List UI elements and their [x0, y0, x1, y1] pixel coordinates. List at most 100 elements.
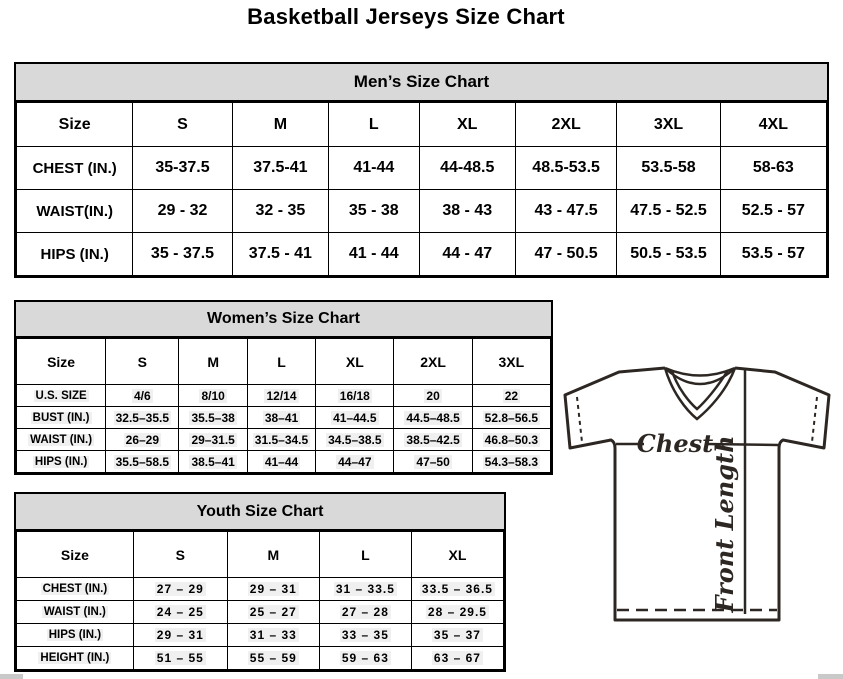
size-value-cell: 53.5-58 [616, 146, 721, 190]
column-header: XL [418, 102, 516, 147]
column-header: S [132, 102, 233, 147]
size-value-cell: 35 – 37 [410, 623, 505, 647]
size-value-cell: 43 - 47.5 [514, 189, 618, 233]
column-header: 3XL [471, 338, 552, 385]
size-value-cell: 38.5–42.5 [393, 428, 473, 451]
column-header: M [231, 102, 330, 147]
column-header: M [178, 338, 248, 385]
size-value-cell: 44–47 [315, 450, 395, 473]
size-value-cell: 38 - 43 [418, 189, 516, 233]
column-header: M [226, 531, 320, 578]
size-value-cell: 33 – 35 [318, 623, 412, 647]
size-value-cell: 38.5–41 [178, 450, 248, 473]
size-value-cell: 33.5 – 36.5 [410, 577, 505, 601]
youth-table-grid: Size S M L XL CHEST (IN.) 27 – 29 29 – 31 31 – 3… [16, 531, 505, 670]
size-value-cell: 12/14 [246, 384, 317, 407]
size-value-cell: 25 – 27 [226, 600, 320, 624]
mens-table-grid: Size S M L XL 2XL 3XL 4XL CHEST (IN.) 35-37.5 37.5… [15, 102, 828, 276]
size-value-cell: 29 – 31 [226, 577, 320, 601]
size-value-cell: 58-63 [719, 146, 828, 190]
size-value-cell: 28 – 29.5 [410, 600, 505, 624]
column-header: Size [15, 338, 107, 385]
row-label: HIPS (IN.) [15, 232, 134, 276]
size-value-cell: 44-48.5 [418, 146, 516, 190]
row-label: WAIST (IN.) [16, 600, 134, 624]
size-value-cell: 41 - 44 [328, 232, 420, 276]
size-value-cell: 20 [393, 384, 473, 407]
size-value-cell: 27 – 28 [318, 600, 412, 624]
row-label: CHEST (IN.) [15, 146, 134, 190]
size-value-cell: 16/18 [315, 384, 395, 407]
size-value-cell: 52.8–56.5 [471, 406, 552, 429]
size-value-cell: 29–31.5 [178, 428, 248, 451]
size-value-cell: 35-37.5 [132, 146, 233, 190]
womens-size-table: Women’s Size Chart Size S M L XL 2XL 3XL U.S. S… [14, 300, 553, 475]
size-value-cell: 29 - 32 [132, 189, 233, 233]
hscrollbar-right-piece[interactable] [818, 674, 843, 679]
jersey-measurement-diagram: Chest Front Length [563, 366, 831, 622]
column-header: L [328, 102, 420, 147]
page-title: Basketball Jerseys Size Chart [247, 4, 565, 29]
size-value-cell: 27 – 29 [132, 577, 228, 601]
column-header: 3XL [616, 102, 721, 147]
size-value-cell: 44 - 47 [418, 232, 516, 276]
jersey-outline [563, 366, 831, 622]
womens-table-title: Women’s Size Chart [16, 302, 551, 338]
size-value-cell: 63 – 67 [410, 646, 505, 670]
chest-line-right [705, 442, 779, 447]
size-value-cell: 59 – 63 [318, 646, 412, 670]
front-length-label: Front Length [710, 435, 739, 613]
left-cuff-dashed-line [576, 396, 583, 443]
size-value-cell: 53.5 - 57 [719, 232, 828, 276]
size-value-cell: 48.5-53.5 [514, 146, 618, 190]
size-value-cell: 55 – 59 [226, 646, 320, 670]
jersey-vneck-outer [663, 367, 737, 421]
youth-size-table: Youth Size Chart Size S M L XL CHEST (IN.) 27 … [14, 492, 506, 672]
row-label: WAIST (IN.) [15, 428, 107, 451]
mens-size-table: Men’s Size Chart Size S M L XL 2XL 3XL 4XL CHEST… [14, 62, 829, 278]
size-value-cell: 37.5 - 41 [231, 232, 330, 276]
column-header: S [132, 531, 228, 578]
size-value-cell: 41–44.5 [315, 406, 395, 429]
size-value-cell: 37.5-41 [231, 146, 330, 190]
size-value-cell: 26–29 [105, 428, 180, 451]
column-header: Size [16, 531, 134, 578]
size-value-cell: 22 [471, 384, 552, 407]
column-header: S [105, 338, 180, 385]
hscrollbar-left-piece[interactable] [0, 674, 23, 679]
size-value-cell: 41-44 [328, 146, 420, 190]
column-header: L [318, 531, 412, 578]
row-label: CHEST (IN.) [16, 577, 134, 601]
column-header: 4XL [719, 102, 828, 147]
size-value-cell: 38–41 [246, 406, 317, 429]
column-header: L [246, 338, 317, 385]
size-value-cell: 35 - 38 [328, 189, 420, 233]
column-header: 2XL [514, 102, 618, 147]
size-value-cell: 4/6 [105, 384, 180, 407]
size-value-cell: 47 - 50.5 [514, 232, 618, 276]
size-value-cell: 52.5 - 57 [719, 189, 828, 233]
youth-table-title: Youth Size Chart [16, 494, 504, 531]
jersey-vneck-inner [670, 369, 730, 411]
size-value-cell: 50.5 - 53.5 [616, 232, 721, 276]
row-label: U.S. SIZE [15, 384, 107, 407]
row-label: HIPS (IN.) [16, 623, 134, 647]
chest-label: Chest [637, 429, 713, 458]
column-header: Size [15, 102, 134, 147]
size-value-cell: 31.5–34.5 [246, 428, 317, 451]
size-value-cell: 32.5–35.5 [105, 406, 180, 429]
size-value-cell: 34.5–38.5 [315, 428, 395, 451]
size-value-cell: 51 – 55 [132, 646, 228, 670]
size-value-cell: 29 – 31 [132, 623, 228, 647]
column-header: 2XL [393, 338, 473, 385]
column-header: XL [315, 338, 395, 385]
size-value-cell: 44.5–48.5 [393, 406, 473, 429]
row-label: WAIST(IN.) [15, 189, 134, 233]
size-value-cell: 47–50 [393, 450, 473, 473]
size-value-cell: 32 - 35 [231, 189, 330, 233]
size-value-cell: 31 – 33 [226, 623, 320, 647]
right-cuff-dashed-line [811, 396, 818, 443]
mens-table-title: Men’s Size Chart [16, 64, 827, 102]
size-value-cell: 35 - 37.5 [132, 232, 233, 276]
